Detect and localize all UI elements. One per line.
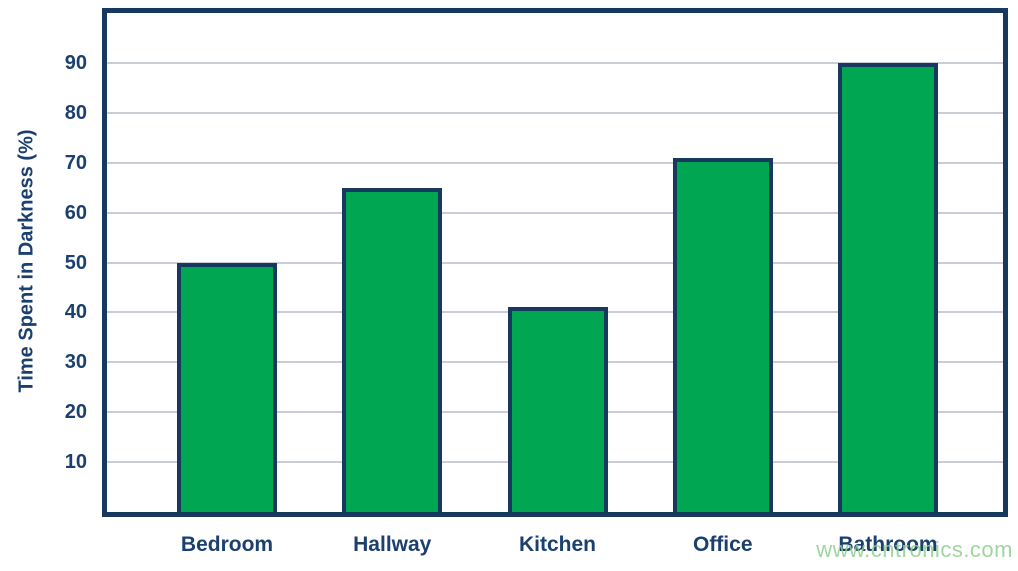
bars-layer <box>107 13 1003 512</box>
x-label-office: Office <box>692 533 753 556</box>
gridline-60 <box>107 211 1003 214</box>
y-tick-label-90: 90 <box>64 51 87 74</box>
y-tick-label-70: 70 <box>64 151 87 174</box>
x-label-hallway: Hallway <box>353 533 432 556</box>
y-tick-label-10: 10 <box>64 451 87 474</box>
x-label-slot-bathroom: Bathroom <box>838 531 938 559</box>
x-label-bathroom: Bathroom <box>838 533 938 556</box>
x-label-bedroom: Bedroom <box>180 533 274 556</box>
gridline-50 <box>107 261 1003 264</box>
gridline-90 <box>107 61 1003 64</box>
x-label-slot-office: Office <box>673 531 773 559</box>
y-tick-label-50: 50 <box>64 251 87 274</box>
x-label-slot-kitchen: Kitchen <box>508 531 608 559</box>
plot-area <box>102 8 1008 517</box>
y-axis-title: Time Spent in Darkness (%) <box>15 129 38 393</box>
bar-kitchen <box>507 307 608 512</box>
x-axis-labels: Bedroom Hallway Kitchen Office Bathroom <box>102 531 1008 559</box>
y-tick-label-30: 30 <box>64 351 87 374</box>
x-label-kitchen: Kitchen <box>518 533 596 556</box>
y-tick-label-80: 80 <box>64 101 87 124</box>
x-label-slot-hallway: Hallway <box>342 531 442 559</box>
gridline-70 <box>107 161 1003 164</box>
bar-bedroom <box>177 262 277 512</box>
y-tick-label-40: 40 <box>64 301 87 324</box>
y-tick-label-60: 60 <box>64 201 87 224</box>
bar-hallway <box>342 187 443 512</box>
y-tick-label-20: 20 <box>64 401 87 424</box>
bar-bathroom <box>838 62 938 512</box>
bar-office <box>672 157 773 512</box>
gridline-80 <box>107 111 1003 114</box>
x-label-slot-bedroom: Bedroom <box>177 531 277 559</box>
